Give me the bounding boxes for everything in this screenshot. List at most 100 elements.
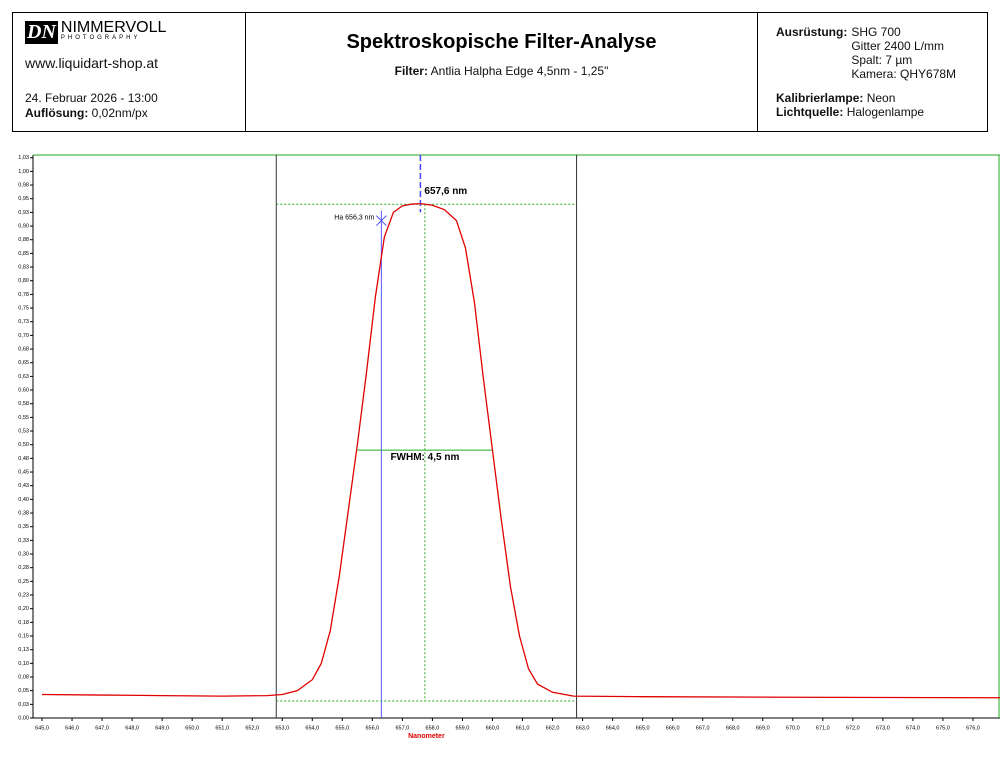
y-tick-label: 0,43 xyxy=(18,483,29,489)
y-tick-label: 1,03 xyxy=(18,155,29,161)
y-tick-label: 0,33 xyxy=(18,538,29,544)
value: 0,02nm/px xyxy=(91,106,148,120)
y-tick-label: 0,83 xyxy=(18,265,29,271)
ha-cross xyxy=(376,215,387,226)
y-tick-label: 0,05 xyxy=(18,688,29,694)
label: Lichtquelle: xyxy=(776,105,844,119)
x-tick-label: 659,0 xyxy=(456,725,470,731)
x-tick-label: 669,0 xyxy=(756,725,770,731)
y-tick-label: 1,00 xyxy=(18,169,29,175)
y-tick-label: 0,95 xyxy=(18,196,29,202)
y-tick-label: 0,65 xyxy=(18,360,29,366)
x-tick-label: 663,0 xyxy=(576,725,590,731)
y-tick-label: 0,28 xyxy=(18,565,29,571)
x-tick-label: 672,0 xyxy=(846,725,860,731)
y-tick-label: 0,75 xyxy=(18,306,29,312)
equipment-line: Gitter 2400 L/mm xyxy=(851,39,945,53)
y-tick-label: 0,25 xyxy=(18,579,29,585)
y-tick-label: 0,90 xyxy=(18,224,29,230)
y-tick-label: 0,58 xyxy=(18,401,29,407)
x-tick-label: 654,0 xyxy=(305,725,319,731)
x-tick-label: 673,0 xyxy=(876,725,890,731)
y-tick-label: 0,30 xyxy=(18,551,29,557)
x-tick-label: 653,0 xyxy=(275,725,289,731)
x-tick-label: 676,0 xyxy=(966,725,980,731)
info-center: Spektroskopische Filter-Analyse Filter: … xyxy=(245,12,758,132)
value: Halogenlampe xyxy=(846,105,925,119)
y-tick-label: 0,18 xyxy=(18,620,29,626)
y-tick-label: 0,08 xyxy=(18,674,29,680)
x-tick-label: 667,0 xyxy=(696,725,710,731)
x-tick-label: 646,0 xyxy=(65,725,79,731)
label: Ausrüstung: xyxy=(776,25,848,39)
x-tick-label: 648,0 xyxy=(125,725,139,731)
label: Kalibrierlampe: xyxy=(776,91,864,105)
x-tick-label: 666,0 xyxy=(666,725,680,731)
y-tick-label: 0,48 xyxy=(18,456,29,462)
y-tick-label: 0,50 xyxy=(18,442,29,448)
x-tick-label: 658,0 xyxy=(426,725,440,731)
y-tick-label: 0,98 xyxy=(18,183,29,189)
y-tick-label: 0,13 xyxy=(18,647,29,653)
y-tick-label: 0,60 xyxy=(18,387,29,393)
x-tick-label: 674,0 xyxy=(906,725,920,731)
x-tick-label: 661,0 xyxy=(516,725,530,731)
x-tick-label: 652,0 xyxy=(245,725,259,731)
y-tick-label: 0,20 xyxy=(18,606,29,612)
equipment-line: Kamera: QHY678M xyxy=(851,67,957,81)
title: Spektroskopische Filter-Analyse xyxy=(346,31,657,53)
x-tick-label: 670,0 xyxy=(786,725,800,731)
y-tick-label: 0,85 xyxy=(18,251,29,257)
y-tick-label: 0,10 xyxy=(18,661,29,667)
y-tick-label: 0,03 xyxy=(18,702,29,708)
x-tick-label: 651,0 xyxy=(215,725,229,731)
x-tick-label: 645,0 xyxy=(35,725,49,731)
logo: DN NIMMERVOLL PHOTOGRAPHY xyxy=(25,19,166,44)
y-tick-label: 0,78 xyxy=(18,292,29,298)
y-tick-label: 0,23 xyxy=(18,592,29,598)
y-tick-label: 0,80 xyxy=(18,278,29,284)
equipment-line: SHG 700 xyxy=(851,25,901,39)
logo-sub: PHOTOGRAPHY xyxy=(60,34,141,41)
y-tick-label: 0,35 xyxy=(18,524,29,530)
y-tick-label: 0,40 xyxy=(18,497,29,503)
date: 24. Februar 2026 - 13:00 xyxy=(25,91,158,105)
x-tick-label: 650,0 xyxy=(185,725,199,731)
spectrum-line xyxy=(42,202,1000,699)
x-tick-label: 675,0 xyxy=(936,725,950,731)
x-tick-label: 656,0 xyxy=(365,725,379,731)
label: Auflösung: xyxy=(25,106,89,120)
y-tick-label: 0,38 xyxy=(18,510,29,516)
equipment-list: SHG 700 Gitter 2400 L/mm Spalt: 7 µm Kamera… xyxy=(851,25,956,81)
x-tick-label: 660,0 xyxy=(486,725,500,731)
y-tick-label: 0,63 xyxy=(18,374,29,380)
x-tick-label: 668,0 xyxy=(726,725,740,731)
equipment-line: Spalt: 7 µm xyxy=(851,53,913,67)
logo-mark: DN xyxy=(25,21,58,44)
y-tick-label: 0,53 xyxy=(18,428,29,434)
x-tick-label: 662,0 xyxy=(546,725,560,731)
ha-label: Ha 656,3 nm xyxy=(334,214,374,221)
y-tick-label: 0,55 xyxy=(18,415,29,421)
x-tick-label: 664,0 xyxy=(606,725,620,731)
fwhm-label: FWHM: 4,5 nm xyxy=(390,452,459,463)
peak-label: 657,6 nm xyxy=(424,186,467,197)
y-tick-label: 0,88 xyxy=(18,237,29,243)
y-tick-label: 0,93 xyxy=(18,210,29,216)
y-tick-label: 0,45 xyxy=(18,469,29,475)
x-tick-label: 671,0 xyxy=(816,725,830,731)
info-left: DN NIMMERVOLL PHOTOGRAPHY www.liquidart-… xyxy=(12,12,246,132)
x-axis-label: Nanometer xyxy=(408,733,445,740)
x-tick-label: 649,0 xyxy=(155,725,169,731)
info-right: Ausrüstung: SHG 700 Gitter 2400 L/mm Spalt… xyxy=(757,12,988,132)
y-tick-label: 0,68 xyxy=(18,346,29,352)
x-tick-label: 647,0 xyxy=(95,725,109,731)
label: Filter: xyxy=(394,64,428,78)
x-tick-label: 655,0 xyxy=(335,725,349,731)
y-tick-label: 0,00 xyxy=(18,715,29,721)
y-tick-label: 0,70 xyxy=(18,333,29,339)
y-tick-label: 0,73 xyxy=(18,319,29,325)
y-tick-label: 0,15 xyxy=(18,633,29,639)
value: Antlia Halpha Edge 4,5nm - 1,25" xyxy=(430,64,609,78)
